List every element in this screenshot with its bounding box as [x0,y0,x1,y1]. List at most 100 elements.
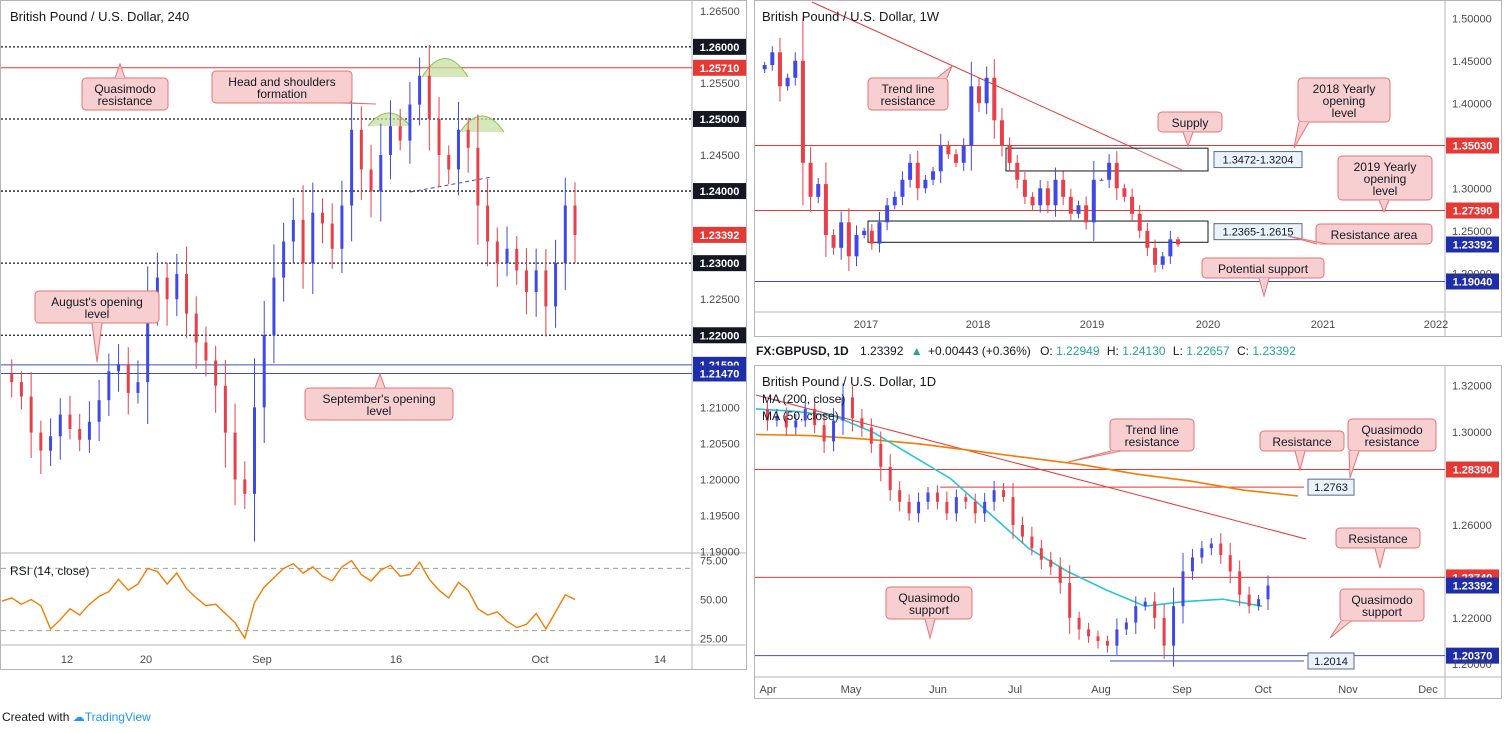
candle-body [964,497,968,502]
y-tick: 1.50000 [1452,13,1492,25]
candle-body [983,501,987,514]
candle-body [1077,617,1081,630]
price-label-box [1446,273,1499,290]
annotation-pointer [1258,277,1270,298]
annotation-text: 2018 Yearly [1313,82,1376,96]
candle-body [554,263,558,307]
annotation-text: Resistance [1272,435,1332,449]
y-tick: 1.25500 [700,78,740,90]
annotation-text: level [1332,106,1357,120]
price-label-box [693,38,746,55]
candle-body [1022,179,1027,197]
price-label: 1.23000 [700,258,740,270]
price-label: 1.35030 [1453,141,1493,153]
tradingview-logo-icon[interactable]: ☁ [72,710,85,724]
candle-body [495,241,499,264]
rsi-line [1,559,576,641]
candle-body [78,428,82,440]
candle-body [816,184,821,197]
left-panel-4h: 1.26000 1.25710 1.25000 1.24000 1.23392 1.230… [0,0,747,670]
candle-body [447,155,451,170]
price-label: 1.21470 [700,368,740,380]
candle-body [117,364,121,372]
price-label-box [1446,577,1499,594]
svg-text:FX:GBPUSD, 1D 1.23392: FX:GBPUSD, 1D 1.23392 ▲ +0.00443 (+0.36%… [756,344,1296,358]
candle-body [832,420,836,442]
candle-body [1068,583,1072,618]
candle-body [1145,230,1150,248]
candle-body [1002,490,1006,498]
candle-body [1219,543,1223,556]
candle-body [931,171,936,180]
candle-body [272,277,276,336]
candle-body [19,382,23,397]
zone-box [867,220,1209,243]
candle-body [926,492,930,502]
candle-body [1039,548,1043,560]
symbol-ohlc-header: FX:GBPUSD, 1D 1.23392 ▲ +0.00443 (+0.36%… [756,344,1296,358]
candle-body [1011,497,1015,525]
candle-body [793,60,798,78]
x-tick: 2022 [1424,319,1448,331]
candle-body [813,408,817,426]
candle-body [1122,188,1127,197]
candle-body [854,235,859,257]
top-right-panel-weekly: 1.3472-1.3204 1.2365-1.2615 1.35030 1.2739… [754,0,1502,337]
candle-body [1257,599,1261,607]
y-tick: 1.19000 [700,547,740,559]
price-label: 1.22000 [700,330,740,342]
candle-body [908,162,913,180]
candle-body [770,52,775,66]
symbol-label: FX:GBPUSD, 1D [756,344,849,358]
ma200-line [755,433,1299,497]
short-level-label: 1.2763 [1314,482,1348,494]
y-tick: 1.30000 [1452,427,1492,439]
ma200-legend: MA (200, close) [762,392,845,406]
annotation-text: level [1373,184,1398,198]
candle-body [935,492,939,502]
annotation-text: resistance [881,94,936,108]
annotation-pointer [1067,450,1122,463]
candle-body [1096,636,1100,642]
annotation-text: September's opening [322,392,435,406]
close-value: 1.23392 [1252,344,1296,358]
candle-body [1228,555,1232,572]
candle-body [146,306,150,383]
x-tick: Sep [252,654,272,666]
candle-body [243,479,247,494]
candle-body [301,219,305,264]
candle-body [1153,247,1158,265]
x-tick: 2021 [1311,319,1335,331]
rsi-tick: 75.00 [700,556,728,568]
candle-body [1030,196,1035,206]
candle-body [1238,571,1242,595]
y-tick: 1.45000 [1452,56,1492,68]
candle-body [1099,179,1104,181]
created-with-label: Created with [2,710,70,724]
annotation-text: Quasimodo [898,591,960,605]
annotation-text: Trend line [1126,423,1179,437]
candle-body [915,162,920,189]
candle-body [1049,559,1053,567]
candle-body [262,335,266,408]
annotation-box [1109,418,1195,452]
candle-body [282,241,286,278]
candle-body [437,118,441,156]
annotation-pointer [91,322,103,363]
candle-body [1124,622,1128,630]
candle-body [534,270,538,293]
candle-body [427,75,431,119]
annotation-text: 2019 Yearly [1354,160,1417,174]
candle-body [1105,641,1109,646]
candle-body [784,415,788,428]
candle-body [563,205,567,264]
candle-body [573,205,577,236]
candle-body [800,60,805,163]
candle-body [831,235,836,248]
annotation-pointer [1329,620,1352,639]
price-label: 1.19040 [1453,276,1493,288]
annotation-text: resistance [1365,435,1420,449]
y-tick: 1.30000 [1452,183,1492,195]
candle-body [136,382,140,393]
tradingview-brand[interactable]: TradingView [84,710,151,724]
